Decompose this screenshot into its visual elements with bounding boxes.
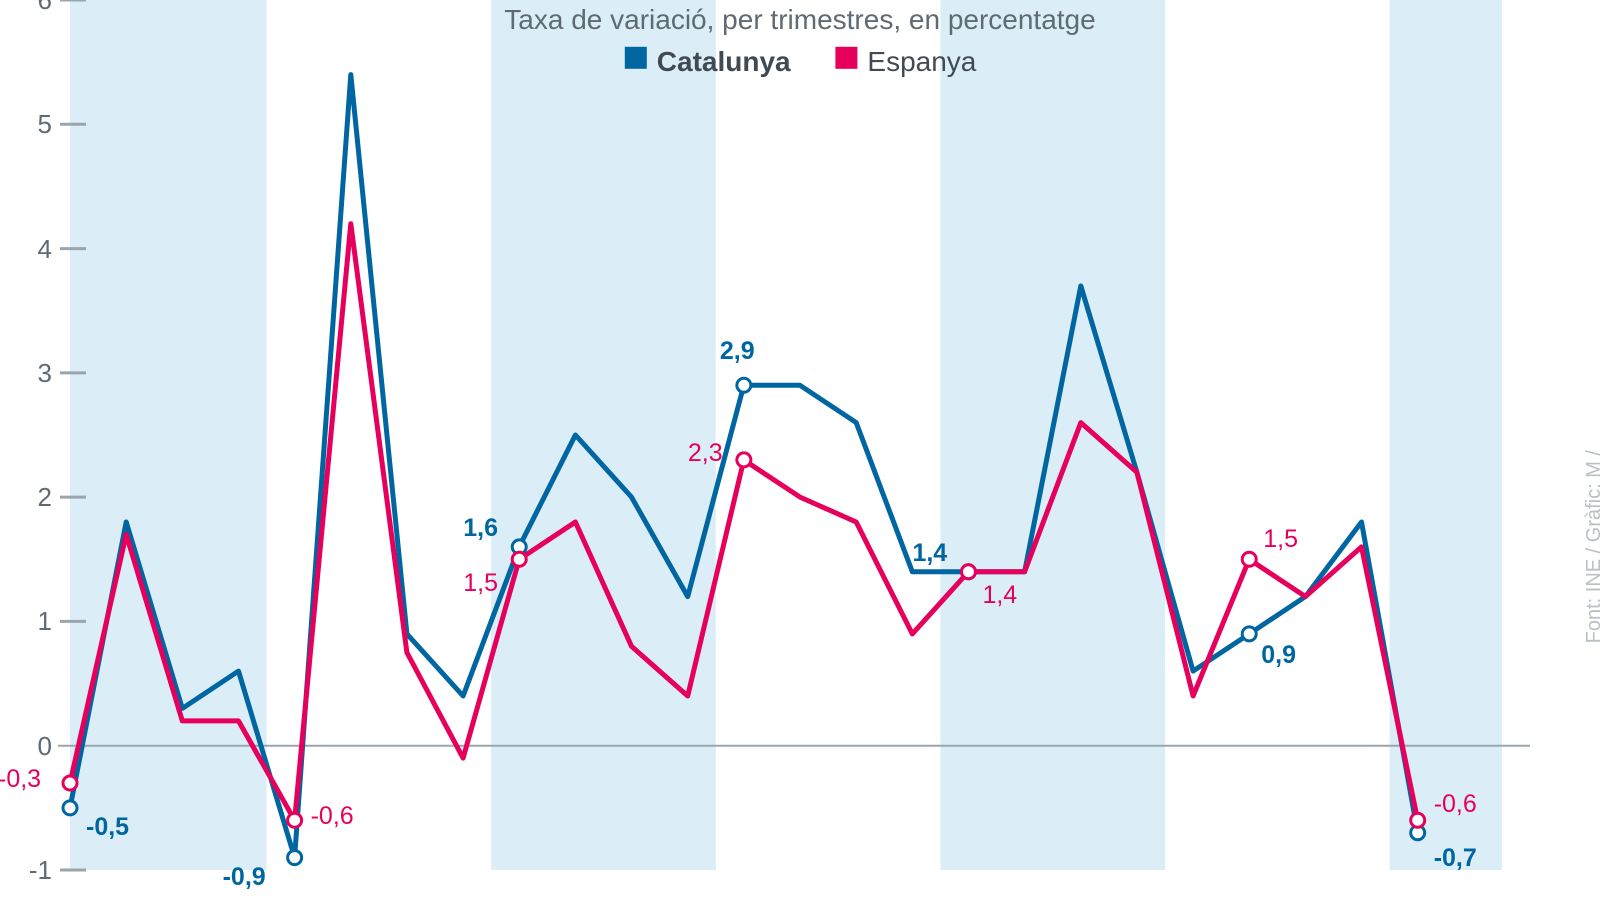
data-label: 0,9 [1261,641,1296,670]
ytick-label: 5 [0,109,52,140]
line-chart: -10123456-0,5-0,91,62,91,40,9-0,7-0,3-0,… [0,0,1600,900]
data-label: 1,4 [912,539,947,568]
ytick-label: 2 [0,482,52,513]
data-marker [512,552,526,566]
data-label: -0,3 [0,765,41,794]
chart-svg [0,0,1600,900]
data-marker [63,776,77,790]
data-label: -0,9 [223,863,266,892]
data-marker [288,813,302,827]
credit-text: Font: INE / Gràfic: M / [1583,450,1600,643]
ytick-label: 3 [0,358,52,389]
data-label: 1,5 [463,569,498,598]
data-label: -0,7 [1434,844,1477,873]
data-marker [1242,552,1256,566]
ytick-label: -1 [0,855,52,886]
data-label: 2,3 [688,439,723,468]
data-label: 1,4 [982,581,1017,610]
data-marker [63,801,77,815]
data-marker [737,378,751,392]
ytick-label: 4 [0,234,52,265]
data-label: 1,5 [1263,525,1298,554]
chart-title: Taxa de variació, per trimestres, en per… [0,4,1600,36]
legend-swatch [625,47,647,69]
data-marker [961,565,975,579]
data-marker [1411,813,1425,827]
legend-swatch [835,47,857,69]
ytick-label: 0 [0,731,52,762]
data-label: 2,9 [720,337,755,366]
data-label: -0,6 [311,802,354,831]
data-label: -0,5 [86,813,129,842]
legend-label: Espanya [867,46,976,78]
data-marker [288,851,302,865]
legend-label: Catalunya [657,46,791,78]
data-marker [737,453,751,467]
data-label: -0,6 [1434,790,1477,819]
series-line [70,224,1418,821]
ytick-label: 1 [0,606,52,637]
data-marker [1242,627,1256,641]
data-label: 1,6 [463,514,498,543]
